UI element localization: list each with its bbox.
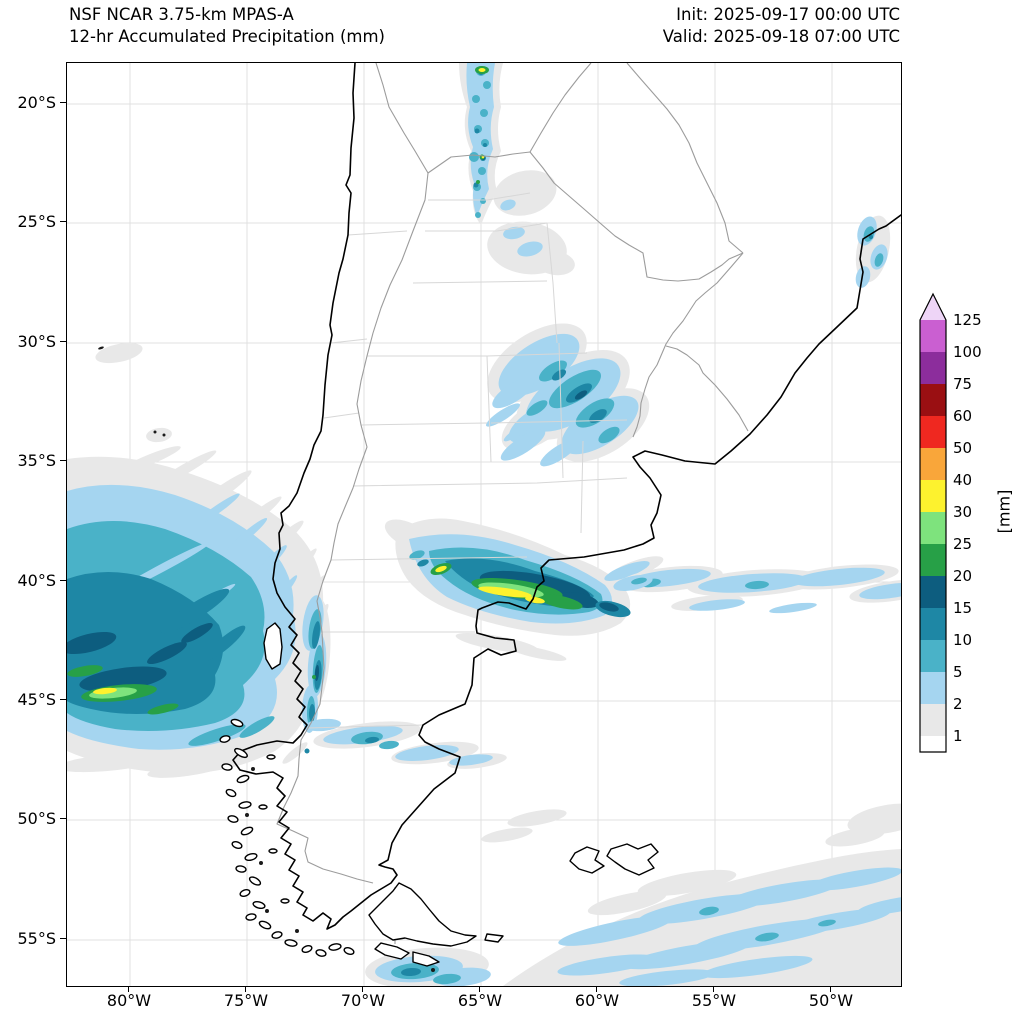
- colorbar-tick-label: 25: [953, 535, 972, 553]
- y-axis-label: 55°S: [17, 929, 56, 948]
- colorbar-tick-label: 30: [953, 503, 972, 521]
- colorbar-unit-label: [mm]: [994, 489, 1014, 534]
- x-axis-label: 80°W: [106, 991, 152, 1010]
- precip-patagonia-streaks: [305, 718, 507, 769]
- precip-west-pacific-bits: [95, 342, 172, 443]
- x-axis-label: 70°W: [340, 991, 386, 1010]
- coastlines: [98, 63, 901, 972]
- y-axis-label: 30°S: [17, 332, 56, 351]
- patagonian-archipelago: [219, 718, 355, 957]
- x-axis-label: 50°W: [808, 991, 854, 1010]
- init-time-label: Init: 2025-09-17 00:00 UTC: [676, 5, 900, 24]
- y-axis-label: 20°S: [17, 93, 56, 112]
- colorbar-tick-label: 10: [953, 631, 972, 649]
- colorbar-tick-label: 1: [953, 727, 963, 745]
- precip-atlantic-band: [613, 564, 901, 614]
- precip-brazil-coast: [855, 215, 891, 288]
- y-axis-label: 45°S: [17, 690, 56, 709]
- y-axis-label: 40°S: [17, 571, 56, 590]
- model-title: NSF NCAR 3.75-km MPAS-A: [69, 5, 294, 24]
- colorbar-tick-label: 75: [953, 375, 972, 393]
- product-title: 12-hr Accumulated Precipitation (mm): [69, 27, 385, 46]
- colorbar: 125 100 75 60 50 40 30 25 20 15 10 5 2 1: [916, 288, 986, 772]
- colorbar-tick-label: 5: [953, 663, 963, 681]
- colorbar-tick-label: 50: [953, 439, 972, 457]
- x-axis-label: 60°W: [574, 991, 620, 1010]
- y-axis-label: 35°S: [17, 451, 56, 470]
- map-plot-area: [66, 62, 902, 987]
- chiloe-island: [263, 622, 283, 670]
- province-borders: [306, 192, 628, 729]
- x-axis-label: 55°W: [691, 991, 737, 1010]
- tierra-del-fuego-island: [368, 882, 477, 947]
- valid-time-label: Valid: 2025-09-18 07:00 UTC: [662, 27, 900, 46]
- precip-south-atlantic-sheet: [481, 803, 901, 986]
- colorbar-outline: [919, 292, 947, 753]
- precip-central-argentina-band: [384, 518, 664, 661]
- colorbar-tick-label: 40: [953, 471, 972, 489]
- colorbar-tick-label: 20: [953, 567, 972, 585]
- precip-northern-line: [459, 63, 575, 276]
- colorbar-tick-label: 125: [953, 311, 982, 329]
- y-axis-label: 50°S: [17, 809, 56, 828]
- colorbar-tick-label: 2: [953, 695, 963, 713]
- colorbar-over-arrow: [920, 294, 946, 320]
- colorbar-tick-label: 60: [953, 407, 972, 425]
- x-axis-label: 65°W: [457, 991, 503, 1010]
- x-axis-label: 75°W: [223, 991, 269, 1010]
- y-axis-label: 25°S: [17, 212, 56, 231]
- colorbar-tick-label: 15: [953, 599, 972, 617]
- colorbar-tick-label: 100: [953, 343, 982, 361]
- map-canvas: [67, 63, 901, 986]
- juan-fernandez-islands: [98, 346, 166, 437]
- precip-cordoba-patch: [486, 323, 650, 467]
- precip-pacific-cyclone: [67, 446, 329, 778]
- falkland-islands: [569, 843, 659, 876]
- precipitation-field: [67, 63, 901, 986]
